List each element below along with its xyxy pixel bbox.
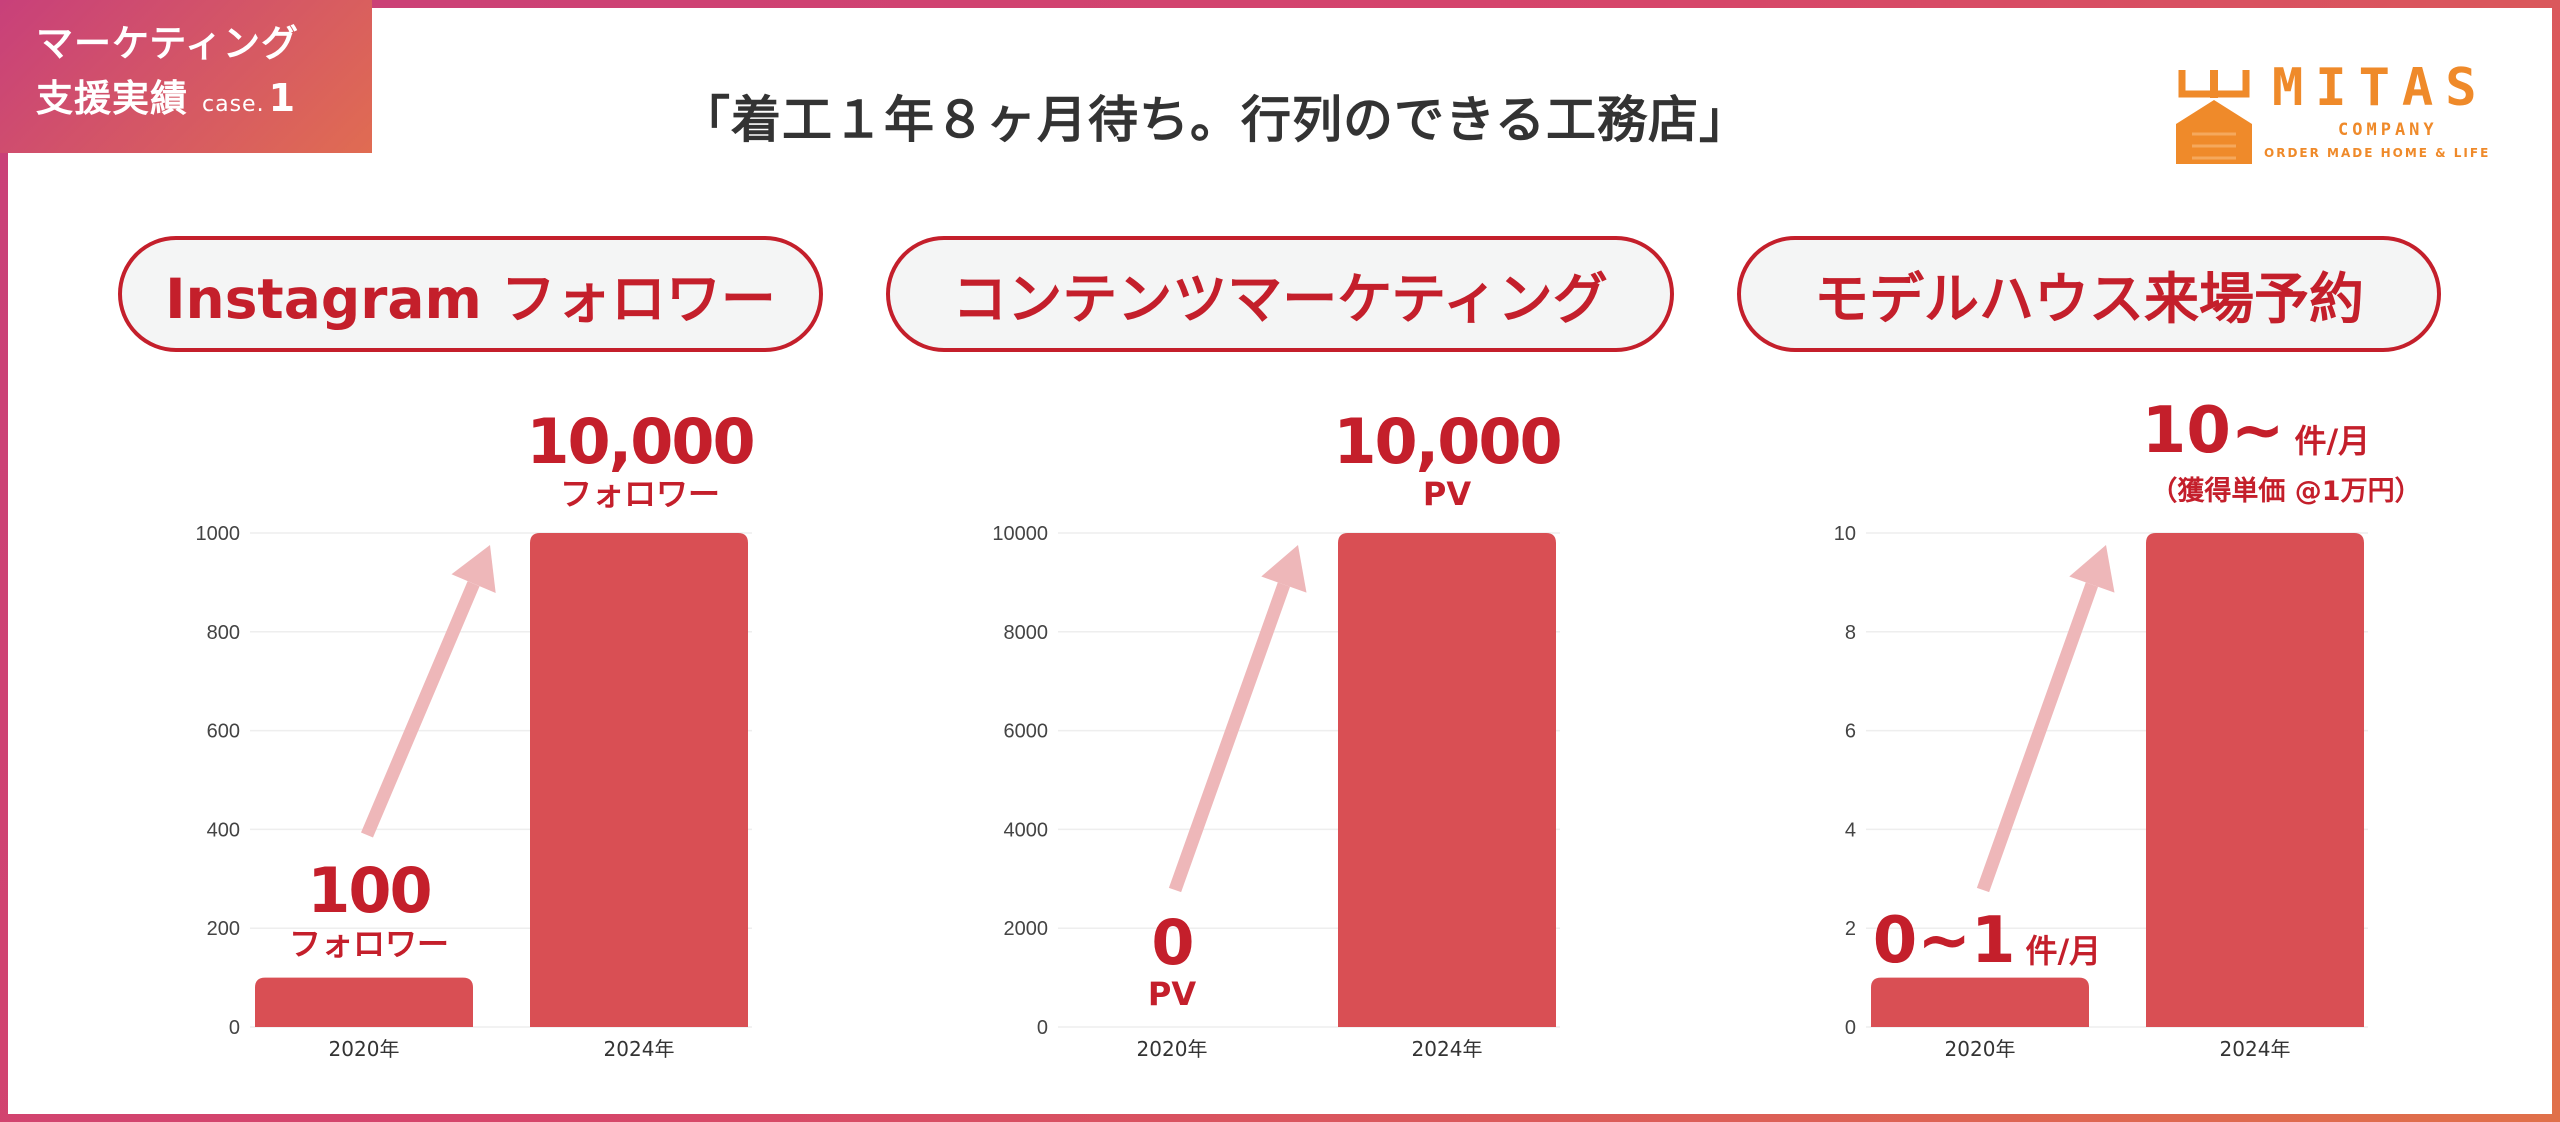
case-badge: マーケティング 支援実績 case. 1 bbox=[0, 0, 372, 153]
growth-arrow bbox=[1168, 582, 1291, 893]
data-label-value: 10,000 bbox=[1333, 405, 1560, 478]
y-tick-label: 6000 bbox=[1004, 721, 1049, 743]
x-tick-label: 2020年 bbox=[329, 1037, 400, 1061]
badge-line2: 支援実績 case. 1 bbox=[36, 70, 372, 133]
bar-2024年 bbox=[2146, 533, 2364, 1027]
growth-arrow bbox=[361, 581, 480, 838]
data-label-unit: フォロワー bbox=[560, 475, 720, 513]
badge-line2-text: 支援実績 bbox=[36, 77, 188, 120]
y-tick-label: 10 bbox=[1834, 523, 1856, 545]
data-label-value: 100 bbox=[307, 854, 430, 927]
data-label-note: （獲得単価 @1万円） bbox=[2150, 475, 2421, 507]
y-tick-label: 800 bbox=[207, 622, 240, 644]
logo-sub: COMPANY bbox=[2338, 120, 2438, 140]
panel-title-content-marketing: コンテンツマーケティング bbox=[886, 236, 1674, 352]
y-tick-label: 8000 bbox=[1004, 622, 1049, 644]
data-label-unit: PV bbox=[1148, 975, 1196, 1013]
bar-2020年 bbox=[255, 977, 473, 1027]
badge-case-number: 1 bbox=[268, 76, 297, 120]
y-tick-label: 0 bbox=[1037, 1017, 1048, 1039]
panel-title-model-house: モデルハウス来場予約 bbox=[1737, 236, 2441, 352]
growth-arrow bbox=[1976, 582, 2099, 893]
company-logo: MITAS COMPANY ORDER MADE HOME & LIFE bbox=[2172, 54, 2488, 174]
y-tick-label: 600 bbox=[207, 721, 240, 743]
data-label-value: 10,000 bbox=[526, 405, 753, 478]
badge-line1: マーケティング bbox=[36, 22, 300, 65]
logo-name: MITAS bbox=[2272, 58, 2489, 118]
y-tick-label: 0 bbox=[229, 1017, 240, 1039]
logo-tagline: ORDER MADE HOME & LIFE bbox=[2264, 146, 2491, 160]
bar-2020年 bbox=[1871, 977, 2089, 1027]
bar-2024年 bbox=[530, 533, 748, 1027]
y-tick-label: 400 bbox=[207, 819, 240, 841]
data-label-unit: 件/月 bbox=[2294, 422, 2370, 460]
panel-title-instagram: Instagram フォロワー bbox=[118, 236, 823, 352]
badge-case-label: case. bbox=[202, 92, 265, 117]
y-tick-label: 200 bbox=[207, 918, 240, 940]
data-label-unit: フォロワー bbox=[289, 925, 449, 963]
house-logo-icon bbox=[2176, 70, 2252, 164]
bar-2024年 bbox=[1338, 533, 1556, 1027]
y-tick-label: 4000 bbox=[1004, 819, 1049, 841]
x-tick-label: 2020年 bbox=[1945, 1037, 2016, 1061]
y-tick-label: 6 bbox=[1845, 721, 1856, 743]
data-label-number: 0~1 bbox=[1873, 904, 2016, 978]
data-label-unit: 件/月 bbox=[2025, 932, 2101, 970]
x-tick-label: 2024年 bbox=[604, 1037, 675, 1061]
y-tick-label: 10000 bbox=[992, 523, 1048, 545]
y-tick-label: 0 bbox=[1845, 1017, 1856, 1039]
y-tick-label: 2 bbox=[1845, 918, 1856, 940]
data-label-value: 0~1 件/月 bbox=[1873, 904, 2101, 978]
y-tick-label: 2000 bbox=[1004, 918, 1049, 940]
x-tick-label: 2024年 bbox=[2220, 1037, 2291, 1061]
y-tick-label: 1000 bbox=[196, 523, 241, 545]
data-label-value: 0 bbox=[1151, 906, 1192, 979]
data-label-unit: PV bbox=[1423, 475, 1471, 513]
data-label-value: 10~ 件/月 bbox=[2142, 394, 2370, 468]
growth-arrowhead bbox=[451, 545, 496, 594]
growth-arrowhead bbox=[1261, 545, 1307, 593]
x-tick-label: 2020年 bbox=[1137, 1037, 1208, 1061]
y-tick-label: 4 bbox=[1845, 819, 1856, 841]
growth-arrowhead bbox=[2069, 545, 2115, 593]
x-tick-label: 2024年 bbox=[1412, 1037, 1483, 1061]
page-title: 「着工１年８ヶ月待ち。行列のできる工務店」 bbox=[680, 91, 1750, 149]
y-tick-label: 8 bbox=[1845, 622, 1856, 644]
data-label-number: 10~ bbox=[2142, 394, 2285, 468]
